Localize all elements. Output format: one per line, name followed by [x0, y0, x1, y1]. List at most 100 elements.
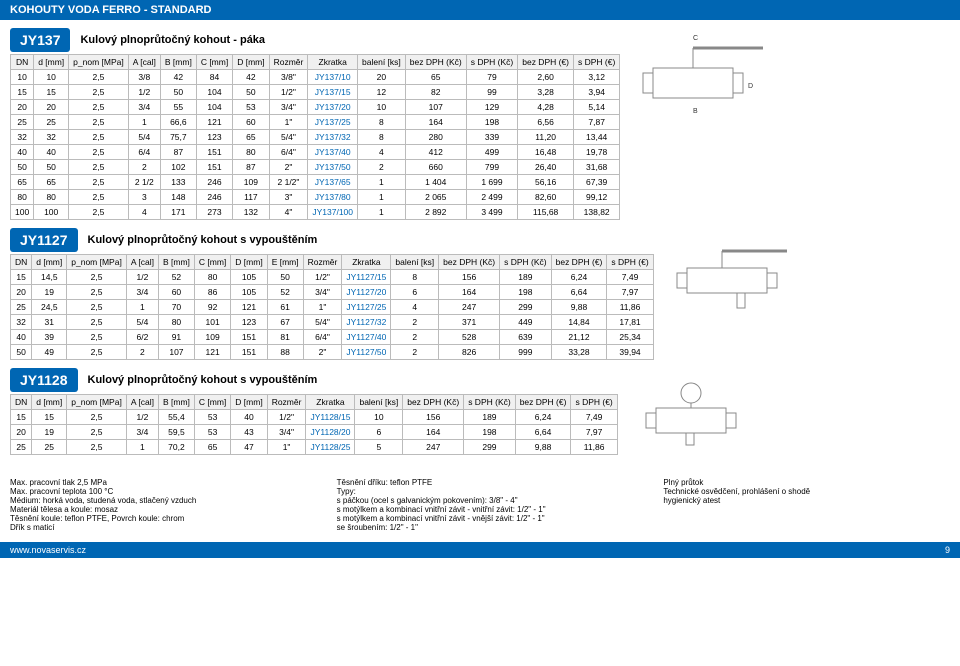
table-cell: 2": [269, 160, 308, 175]
table-cell: 639: [500, 330, 552, 345]
table-cell: 80: [194, 270, 230, 285]
table-cell: 105: [231, 270, 267, 285]
col-header: bez DPH (€): [515, 395, 571, 410]
table-cell: 101: [194, 315, 230, 330]
table-cell: 121: [194, 345, 230, 360]
table-cell: 19: [32, 425, 67, 440]
table-cell: 55,4: [158, 410, 194, 425]
diagram-jy1127: [662, 228, 842, 328]
table-cell: 2: [358, 160, 406, 175]
col-header: s DPH (€): [574, 55, 620, 70]
table-cell: 75,7: [160, 130, 196, 145]
table-cell: 1": [269, 115, 308, 130]
col-header: DN: [11, 55, 34, 70]
table-cell: 4: [128, 205, 160, 220]
table-cell: 2,5: [69, 160, 129, 175]
table-cell: JY137/80: [308, 190, 358, 205]
table-cell: 2 065: [405, 190, 466, 205]
svg-text:B: B: [693, 108, 698, 115]
table-cell: 198: [500, 285, 552, 300]
table-cell: 50: [34, 160, 69, 175]
col-header: p_nom [MPa]: [69, 55, 129, 70]
svg-text:C: C: [693, 35, 698, 42]
table-row: 15152,51/250104501/2"JY137/151282993,283…: [11, 85, 620, 100]
table-cell: 247: [403, 440, 464, 455]
table-cell: JY137/15: [308, 85, 358, 100]
table-cell: JY1128/15: [306, 410, 355, 425]
table-cell: 4: [391, 300, 439, 315]
col-header: bez DPH (Kč): [403, 395, 464, 410]
table-cell: JY137/100: [308, 205, 358, 220]
table-cell: 109: [233, 175, 269, 190]
table-cell: 15: [11, 410, 32, 425]
table-cell: 6/4": [303, 330, 342, 345]
col-header: bez DPH (€): [551, 255, 607, 270]
table-cell: JY1127/20: [342, 285, 391, 300]
col-header: E [mm]: [267, 255, 303, 270]
table-cell: 3,12: [574, 70, 620, 85]
col-header: B [mm]: [158, 395, 194, 410]
note-line: Materiál tělesa a koule: mosaz: [10, 505, 297, 514]
col-header: DN: [11, 395, 32, 410]
col-header: C [mm]: [194, 255, 230, 270]
table-cell: 1/2: [126, 270, 158, 285]
section-title-jy1128: Kulový plnoprůtočný kohout s vypouštěním: [78, 368, 328, 392]
table-cell: 121: [196, 115, 232, 130]
col-header: Rozměr: [267, 395, 306, 410]
table-cell: 3 499: [466, 205, 518, 220]
table-cell: 66,6: [160, 115, 196, 130]
col-header: Zkratka: [306, 395, 355, 410]
table-cell: 16,48: [518, 145, 574, 160]
note-line: se šroubením: 1/2" - 1": [337, 523, 624, 532]
note-line: Typy:: [337, 487, 624, 496]
code-badge-jy1128: JY1128: [10, 368, 78, 392]
table-cell: 2,5: [67, 425, 127, 440]
table-cell: 123: [196, 130, 232, 145]
table-cell: 246: [196, 190, 232, 205]
table-cell: 412: [405, 145, 466, 160]
table-cell: 7,97: [571, 425, 617, 440]
table-cell: 56,16: [518, 175, 574, 190]
table-row: 50502,52102151872"JY137/50266079926,4031…: [11, 160, 620, 175]
table-cell: 164: [403, 425, 464, 440]
table-cell: 999: [500, 345, 552, 360]
table-cell: 8: [391, 270, 439, 285]
table-cell: 67,39: [574, 175, 620, 190]
table-cell: 15: [34, 85, 69, 100]
table-cell: 99,12: [574, 190, 620, 205]
table-cell: 53: [233, 100, 269, 115]
table-cell: 2,5: [69, 145, 129, 160]
table-cell: 1: [128, 115, 160, 130]
col-header: s DPH (€): [571, 395, 617, 410]
table-cell: 189: [500, 270, 552, 285]
table-cell: 1/2": [267, 410, 306, 425]
col-header: D [mm]: [233, 55, 269, 70]
table-row: 20192,53/46086105523/4"JY1127/2061641986…: [11, 285, 654, 300]
table-cell: 84: [196, 70, 232, 85]
table-cell: 31: [32, 315, 67, 330]
table-cell: 9,88: [551, 300, 607, 315]
table-cell: 15: [11, 85, 34, 100]
table-cell: 47: [231, 440, 267, 455]
table-cell: 65: [405, 70, 466, 85]
table-cell: 20: [11, 425, 32, 440]
table-cell: 1/2: [126, 410, 158, 425]
table-cell: 449: [500, 315, 552, 330]
table-cell: 20: [34, 100, 69, 115]
table-row: 25252,5166,6121601"JY137/2581641986,567,…: [11, 115, 620, 130]
table-cell: 105: [231, 285, 267, 300]
table-cell: 32: [11, 315, 32, 330]
table-cell: 7,87: [574, 115, 620, 130]
table-cell: 6/2: [126, 330, 158, 345]
table-cell: 1: [358, 190, 406, 205]
table-cell: 91: [158, 330, 194, 345]
table-cell: 1/2": [303, 270, 342, 285]
col-header: s DPH (€): [607, 255, 653, 270]
table-cell: 50: [160, 85, 196, 100]
col-header: C [mm]: [194, 395, 230, 410]
table-cell: 26,40: [518, 160, 574, 175]
table-row: 50492,52107121151882"JY1127/50282699933,…: [11, 345, 654, 360]
table-cell: 2,5: [67, 270, 127, 285]
table-cell: 99: [466, 85, 518, 100]
table-cell: 151: [231, 345, 267, 360]
